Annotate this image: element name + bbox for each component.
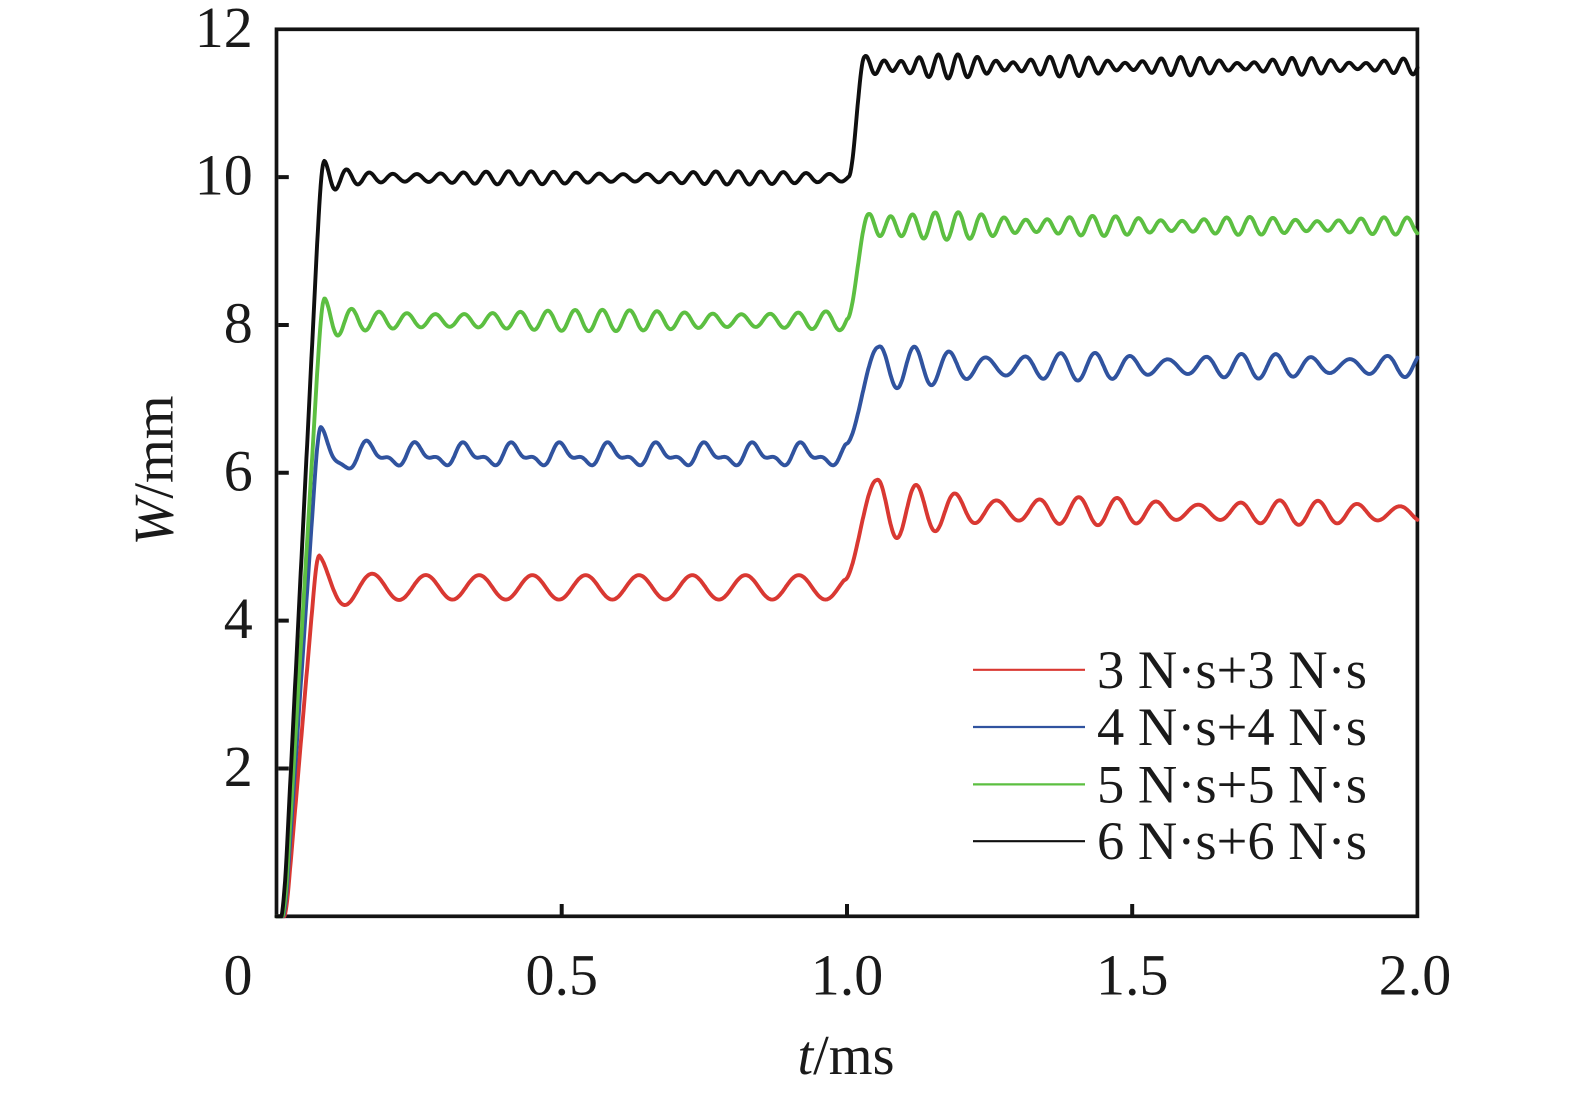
svg-text:10: 10	[195, 143, 253, 208]
svg-text:1.0: 1.0	[811, 943, 884, 1008]
svg-text:0: 0	[224, 943, 253, 1008]
svg-text:t/ms: t/ms	[798, 1025, 895, 1087]
svg-text:0.5: 0.5	[525, 943, 598, 1008]
svg-text:W/mm: W/mm	[124, 395, 186, 545]
svg-text:12: 12	[195, 0, 253, 60]
svg-text:4 N·s+4 N·s: 4 N·s+4 N·s	[1097, 696, 1367, 757]
svg-text:3 N·s+3 N·s: 3 N·s+3 N·s	[1097, 639, 1367, 700]
svg-text:6: 6	[224, 438, 253, 503]
svg-text:2.0: 2.0	[1379, 943, 1452, 1008]
svg-text:1.5: 1.5	[1096, 943, 1169, 1008]
svg-text:4: 4	[224, 586, 253, 651]
svg-text:6 N·s+6 N·s: 6 N·s+6 N·s	[1097, 810, 1367, 871]
svg-text:2: 2	[224, 734, 253, 799]
svg-text:8: 8	[224, 291, 253, 356]
svg-text:5 N·s+5 N·s: 5 N·s+5 N·s	[1097, 753, 1367, 814]
